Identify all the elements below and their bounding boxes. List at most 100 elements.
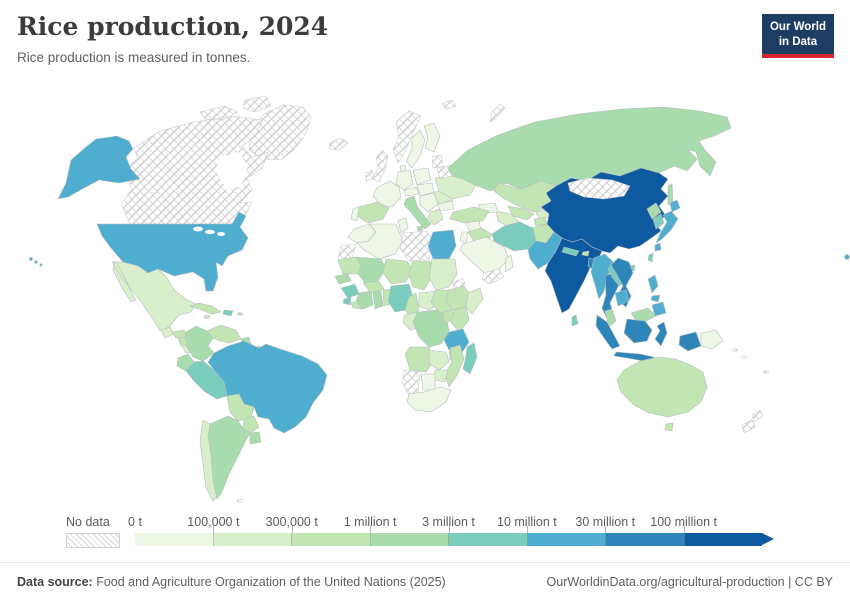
country-madagascar[interactable] <box>462 342 478 375</box>
country-bhutan[interactable] <box>581 250 590 257</box>
country-tasmania[interactable] <box>664 422 674 432</box>
country-yemen[interactable] <box>481 268 505 285</box>
country-sierra-leone[interactable] <box>342 296 352 306</box>
country-norway[interactable] <box>392 110 422 164</box>
country-united-kingdom[interactable] <box>371 149 389 183</box>
country-oman[interactable] <box>504 254 514 273</box>
country-chad[interactable] <box>408 260 433 291</box>
country-tunisia[interactable] <box>397 217 409 234</box>
country-mozambique[interactable] <box>444 344 465 388</box>
country-botswana[interactable] <box>420 373 436 391</box>
country-puerto-rico[interactable] <box>237 312 243 316</box>
country-myanmar[interactable] <box>590 253 614 300</box>
country-alaska[interactable] <box>57 135 141 200</box>
country-paraguay[interactable] <box>242 415 260 434</box>
country-italy[interactable] <box>403 195 432 232</box>
country-france[interactable] <box>372 180 402 208</box>
country-ireland[interactable] <box>365 169 375 182</box>
country-canada[interactable] <box>120 95 272 225</box>
country-balkans[interactable] <box>419 192 439 213</box>
country-colombia[interactable] <box>184 325 215 362</box>
legend-segment-2[interactable] <box>213 533 292 546</box>
legend-segment-8[interactable] <box>684 533 762 546</box>
legend-segment-1[interactable] <box>135 533 214 546</box>
country-sweden[interactable] <box>405 129 426 169</box>
country-falklands[interactable] <box>236 499 244 503</box>
country-burkina-faso[interactable] <box>362 280 385 294</box>
country-jamaica[interactable] <box>203 315 211 319</box>
country-papua-new-guinea[interactable] <box>700 329 724 350</box>
country-australia[interactable] <box>616 356 708 418</box>
country-libya[interactable] <box>399 230 434 262</box>
country-cambodia[interactable] <box>614 289 630 307</box>
country-cuba[interactable] <box>189 302 222 315</box>
country-malaysia[interactable] <box>604 308 617 328</box>
country-senegal[interactable] <box>334 273 352 285</box>
country-kenya[interactable] <box>450 306 470 333</box>
country-greenland[interactable] <box>248 104 312 161</box>
country-zambia[interactable] <box>428 349 450 371</box>
country-portugal[interactable] <box>350 206 360 222</box>
country-angola[interactable] <box>404 346 434 373</box>
country-novaya-zemlya[interactable] <box>489 103 506 123</box>
country-melanesia[interactable] <box>732 348 738 352</box>
country-south-africa[interactable] <box>406 386 452 413</box>
country-somalia[interactable] <box>465 287 484 315</box>
country-north-korea[interactable] <box>646 202 662 220</box>
country-finland[interactable] <box>423 122 441 153</box>
country-guinea[interactable] <box>340 283 360 299</box>
country-baltics[interactable] <box>431 154 444 169</box>
country-ghana[interactable] <box>372 290 384 310</box>
country-melanesia[interactable] <box>741 355 747 359</box>
country-sri-lanka[interactable] <box>571 314 579 327</box>
map-edge-island[interactable] <box>844 254 850 260</box>
country-hawaii[interactable] <box>39 263 43 267</box>
legend-labels: 0 t 100,000 t 300,000 t 1 million t 3 millio… <box>128 515 762 530</box>
country-hawaii[interactable] <box>29 257 33 261</box>
country-taiwan[interactable] <box>647 252 654 263</box>
country-venezuela[interactable] <box>206 324 242 344</box>
country-uruguay[interactable] <box>249 431 262 445</box>
country-japan[interactable] <box>654 199 681 252</box>
country-svalbard[interactable] <box>441 99 457 111</box>
country-greece[interactable] <box>427 208 444 226</box>
country-alpine[interactable] <box>403 186 420 197</box>
country-poland[interactable] <box>412 167 432 186</box>
country-sudan[interactable] <box>428 258 458 291</box>
country-niger[interactable] <box>382 258 414 285</box>
legend-segment-7[interactable] <box>606 533 685 546</box>
country-jordan-israel[interactable] <box>459 231 469 245</box>
legend-segment-4[interactable] <box>370 533 449 546</box>
country-mexico[interactable] <box>111 260 197 332</box>
country-philippines[interactable] <box>647 274 667 317</box>
country-turkey[interactable] <box>449 206 490 224</box>
country-hispaniola[interactable] <box>222 309 234 317</box>
country-dr-congo[interactable] <box>412 309 450 348</box>
country-zimbabwe[interactable] <box>433 369 449 383</box>
country-hawaii[interactable] <box>34 260 38 264</box>
country-bolivia[interactable] <box>226 393 255 422</box>
country-algeria[interactable] <box>356 223 404 260</box>
country-argentina[interactable] <box>207 415 251 500</box>
country-cote-divoire[interactable] <box>355 290 374 310</box>
legend-no-data-swatch[interactable] <box>66 533 120 548</box>
legend-segment-6[interactable] <box>527 533 606 546</box>
country-mongolia[interactable] <box>567 177 631 200</box>
country-nepal[interactable] <box>561 246 580 257</box>
country-new-zealand[interactable] <box>741 409 764 434</box>
country-egypt[interactable] <box>427 229 457 260</box>
country-uzbekistan[interactable] <box>507 205 535 221</box>
country-bulgaria[interactable] <box>437 200 455 212</box>
owid-logo[interactable]: Our World in Data <box>761 14 834 58</box>
country-mali[interactable] <box>355 256 387 284</box>
country-iceland[interactable] <box>328 137 349 151</box>
legend-segment-3[interactable] <box>292 533 371 546</box>
legend-segment-5[interactable] <box>449 533 528 546</box>
country-germany[interactable] <box>395 169 414 191</box>
owid-credit-link[interactable]: OurWorldinData.org/agricultural-producti… <box>546 574 833 589</box>
country-south-korea[interactable] <box>652 213 665 230</box>
country-melanesia[interactable] <box>763 370 769 374</box>
country-malaysia-borneo[interactable] <box>630 307 657 322</box>
